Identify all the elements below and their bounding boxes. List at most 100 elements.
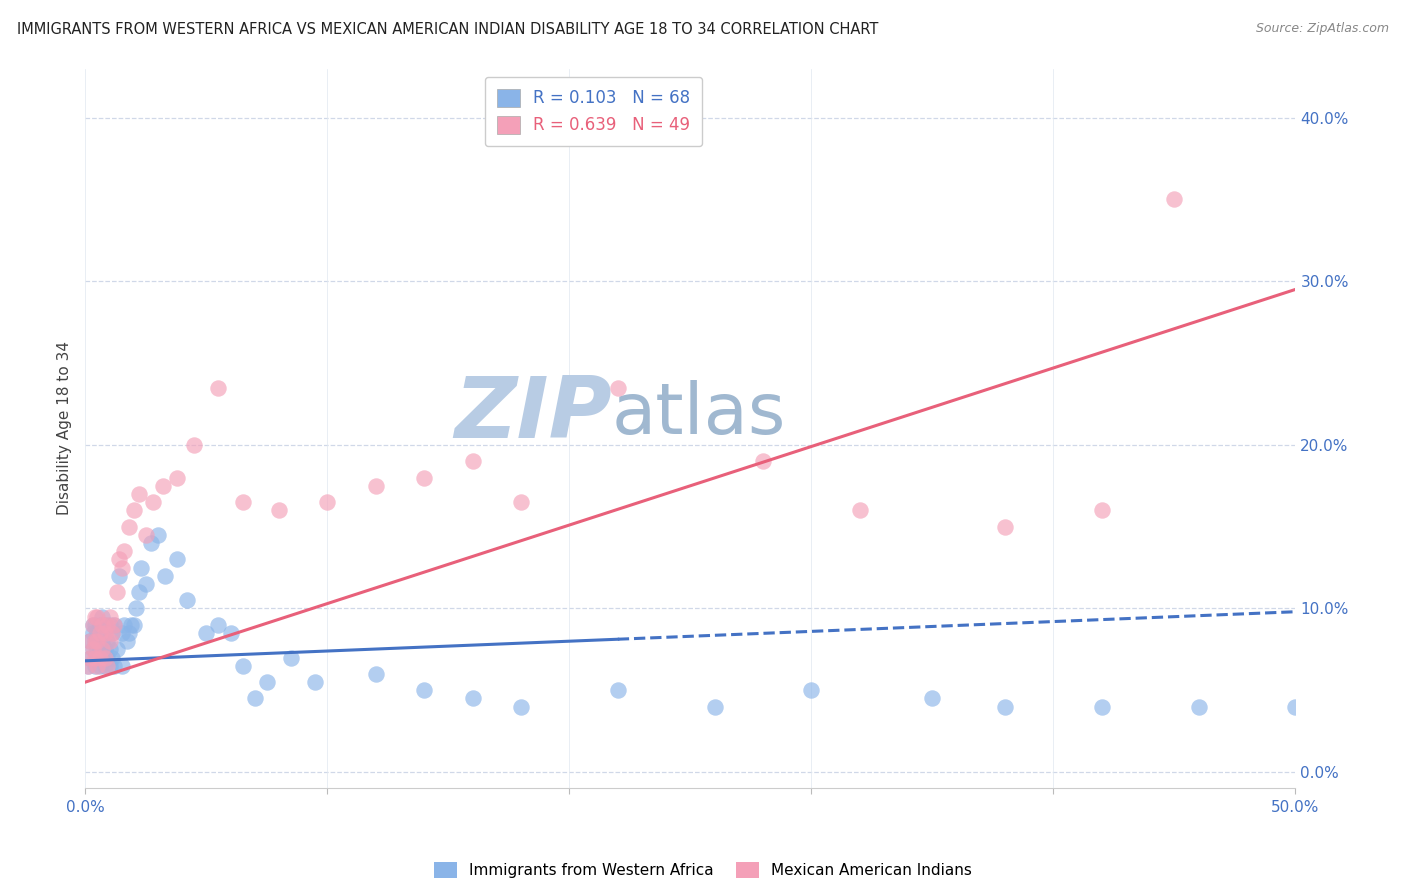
- Point: [79, 634, 101, 648]
- Point: [93, 650, 115, 665]
- Point: [139, 536, 162, 550]
- Point: [89, 626, 111, 640]
- Point: [461, 691, 484, 706]
- Point: [82, 626, 104, 640]
- Point: [112, 617, 135, 632]
- Point: [207, 617, 229, 632]
- Point: [86, 658, 108, 673]
- Point: [142, 495, 165, 509]
- Point: [84, 650, 107, 665]
- Point: [82, 642, 104, 657]
- Point: [243, 691, 266, 706]
- Legend: Immigrants from Western Africa, Mexican American Indians: Immigrants from Western Africa, Mexican …: [427, 856, 979, 884]
- Point: [76, 658, 98, 673]
- Point: [232, 495, 254, 509]
- Point: [98, 617, 121, 632]
- Point: [183, 438, 205, 452]
- Point: [111, 658, 134, 673]
- Point: [1188, 699, 1211, 714]
- Point: [79, 650, 101, 665]
- Text: Source: ZipAtlas.com: Source: ZipAtlas.com: [1256, 22, 1389, 36]
- Point: [122, 503, 145, 517]
- Point: [176, 593, 198, 607]
- Point: [1163, 193, 1185, 207]
- Point: [93, 658, 115, 673]
- Point: [79, 634, 101, 648]
- Point: [195, 626, 218, 640]
- Point: [91, 617, 114, 632]
- Point: [79, 650, 101, 665]
- Point: [111, 560, 134, 574]
- Point: [146, 528, 169, 542]
- Point: [849, 503, 872, 517]
- Legend: R = 0.103   N = 68, R = 0.639   N = 49: R = 0.103 N = 68, R = 0.639 N = 49: [485, 77, 702, 146]
- Point: [256, 675, 278, 690]
- Point: [994, 519, 1017, 533]
- Point: [84, 609, 107, 624]
- Point: [89, 642, 111, 657]
- Point: [800, 683, 823, 698]
- Point: [98, 634, 121, 648]
- Point: [82, 617, 104, 632]
- Point: [96, 634, 118, 648]
- Point: [115, 634, 138, 648]
- Point: [84, 617, 107, 632]
- Point: [96, 650, 118, 665]
- Point: [101, 650, 124, 665]
- Point: [135, 577, 157, 591]
- Point: [108, 552, 131, 566]
- Point: [304, 675, 326, 690]
- Point: [120, 617, 142, 632]
- Point: [108, 568, 131, 582]
- Point: [93, 626, 115, 640]
- Point: [84, 658, 107, 673]
- Point: [921, 691, 943, 706]
- Point: [703, 699, 725, 714]
- Point: [112, 544, 135, 558]
- Point: [86, 626, 108, 640]
- Point: [105, 585, 128, 599]
- Point: [413, 470, 436, 484]
- Point: [89, 617, 111, 632]
- Point: [606, 381, 628, 395]
- Point: [101, 626, 124, 640]
- Point: [155, 568, 177, 582]
- Y-axis label: Disability Age 18 to 34: Disability Age 18 to 34: [58, 342, 72, 516]
- Point: [82, 617, 104, 632]
- Point: [98, 658, 121, 673]
- Point: [994, 699, 1017, 714]
- Point: [84, 634, 107, 648]
- Point: [232, 658, 254, 673]
- Point: [101, 626, 124, 640]
- Point: [135, 528, 157, 542]
- Point: [510, 495, 533, 509]
- Point: [82, 642, 104, 657]
- Point: [364, 667, 387, 681]
- Point: [89, 650, 111, 665]
- Point: [86, 609, 108, 624]
- Point: [98, 609, 121, 624]
- Point: [1284, 699, 1306, 714]
- Point: [86, 634, 108, 648]
- Point: [105, 642, 128, 657]
- Point: [86, 650, 108, 665]
- Point: [1091, 503, 1114, 517]
- Point: [111, 626, 134, 640]
- Point: [1091, 699, 1114, 714]
- Point: [96, 658, 118, 673]
- Point: [91, 609, 114, 624]
- Point: [84, 634, 107, 648]
- Point: [280, 650, 302, 665]
- Point: [364, 479, 387, 493]
- Point: [118, 626, 141, 640]
- Point: [98, 642, 121, 657]
- Point: [76, 658, 98, 673]
- Point: [89, 658, 111, 673]
- Point: [125, 601, 148, 615]
- Point: [122, 617, 145, 632]
- Point: [219, 626, 242, 640]
- Point: [91, 634, 114, 648]
- Point: [510, 699, 533, 714]
- Point: [207, 381, 229, 395]
- Point: [93, 642, 115, 657]
